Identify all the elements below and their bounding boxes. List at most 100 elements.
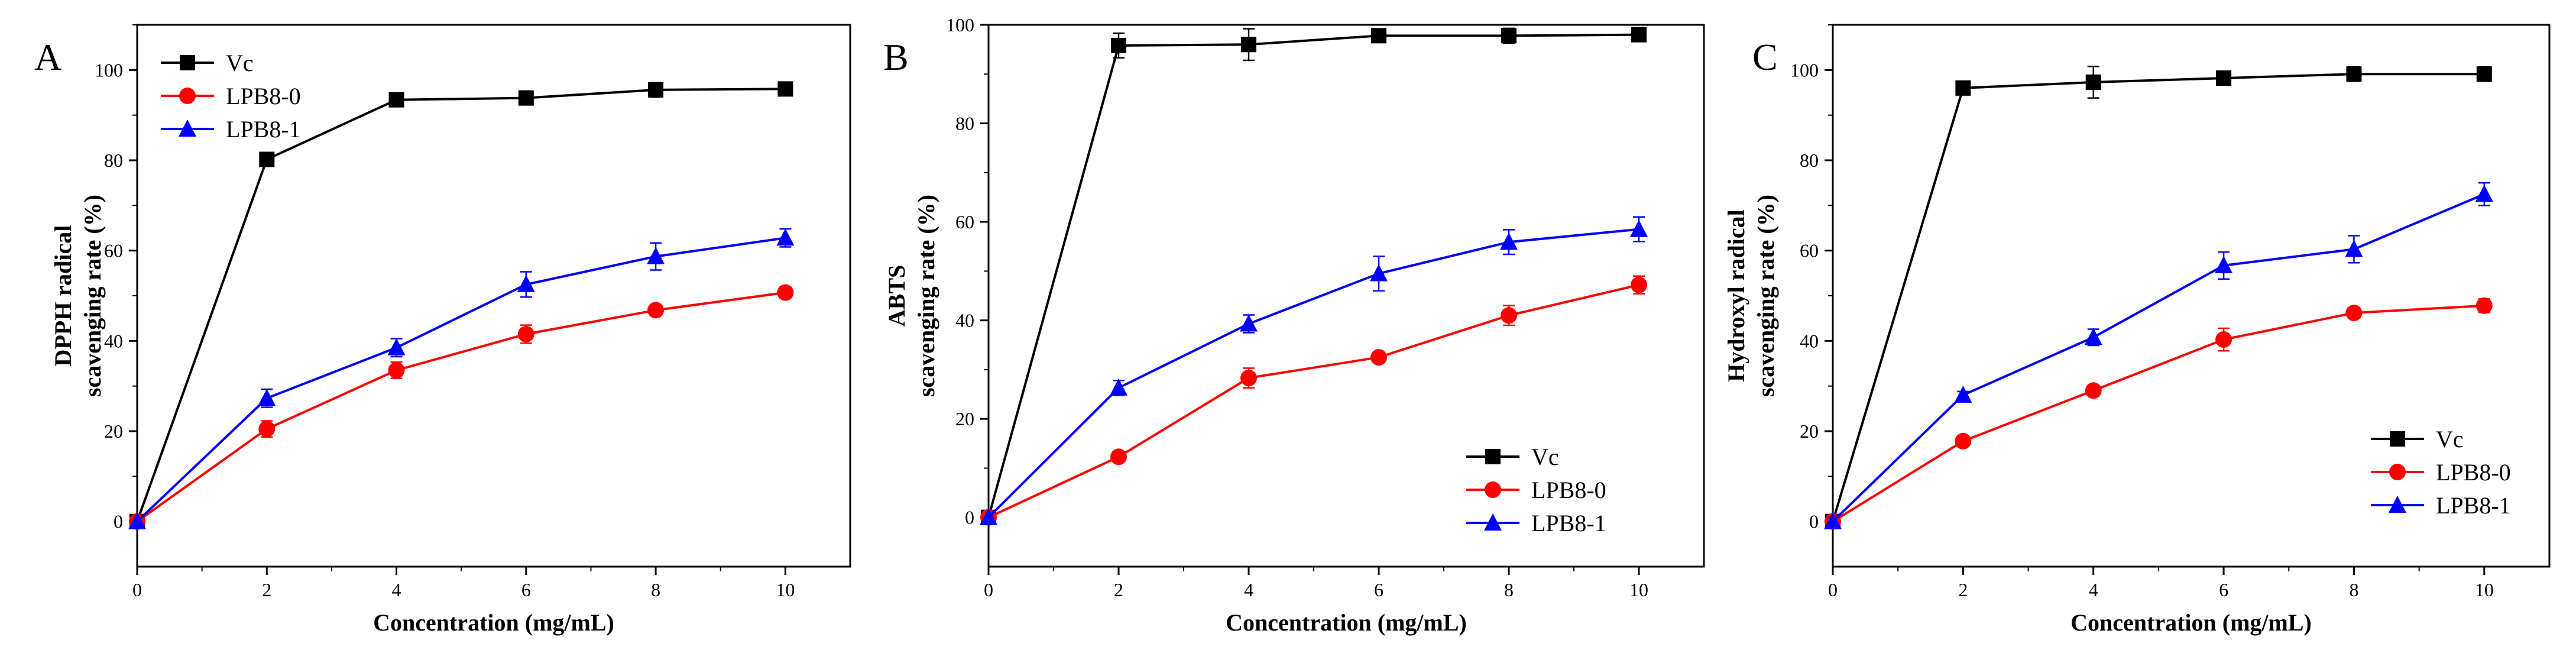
data-point xyxy=(1240,314,1258,332)
y-tick-label: 60 xyxy=(104,240,123,261)
y-tick-label: 100 xyxy=(946,14,974,35)
series-lpb8-0 xyxy=(1825,297,2493,530)
y-tick-label: 0 xyxy=(1809,511,1819,532)
series-vc xyxy=(1825,65,2492,529)
data-point xyxy=(1371,28,1386,44)
legend-marker xyxy=(179,119,196,137)
data-point xyxy=(1370,264,1388,282)
legend-label: LPB8-0 xyxy=(2436,459,2511,486)
y-tick-label: 100 xyxy=(1790,59,1819,80)
series-line xyxy=(136,291,786,523)
x-tick-label: 4 xyxy=(2089,579,2098,600)
x-tick-label: 6 xyxy=(2219,579,2228,600)
data-point xyxy=(2345,240,2363,257)
plot-frame xyxy=(987,24,1705,568)
data-point xyxy=(2475,185,2493,202)
x-tick-label: 8 xyxy=(2349,579,2358,600)
data-point xyxy=(1501,28,1517,44)
series-line xyxy=(987,228,1639,519)
y-tick-label: 20 xyxy=(104,421,123,442)
legend-label: LPB8-1 xyxy=(226,116,301,143)
x-tick-label: 10 xyxy=(2475,579,2494,600)
data-point xyxy=(2215,331,2232,348)
legend-marker xyxy=(2389,496,2406,513)
data-point xyxy=(2476,66,2492,82)
legend-label: LPB8-0 xyxy=(1531,477,1606,503)
x-tick-label: 10 xyxy=(776,579,795,600)
data-point xyxy=(1370,349,1387,366)
x-tick-label: 8 xyxy=(651,579,660,600)
y-tick-label: 0 xyxy=(114,511,123,532)
data-point xyxy=(1241,37,1256,53)
data-point xyxy=(2345,305,2363,322)
panel-label: A xyxy=(34,36,61,78)
x-tick-label: 0 xyxy=(132,579,142,600)
data-point xyxy=(2084,328,2102,345)
data-point xyxy=(387,338,406,355)
data-point xyxy=(1110,378,1127,396)
panel-label: C xyxy=(1752,36,1778,78)
y-tick-label: 100 xyxy=(95,59,123,80)
data-point xyxy=(1631,27,1647,43)
x-tick-label: 2 xyxy=(262,579,271,600)
legend-label: LPB8-1 xyxy=(1531,510,1606,536)
x-tick-label: 10 xyxy=(1629,579,1648,600)
data-point xyxy=(1954,385,1972,403)
legend-label: LPB8-0 xyxy=(226,83,301,109)
data-point xyxy=(258,389,276,406)
series-line xyxy=(1832,73,2484,522)
x-axis-title: Concentration (mg/mL) xyxy=(2070,609,2312,636)
x-tick-label: 2 xyxy=(1958,579,1968,600)
data-point xyxy=(647,247,665,264)
data-point xyxy=(1501,307,1517,324)
data-point xyxy=(648,82,664,98)
panel-label: B xyxy=(883,36,909,78)
data-point xyxy=(2475,297,2493,314)
data-point xyxy=(2085,74,2101,90)
legend: Vc LPB8-0 LPB8-1 xyxy=(161,50,301,143)
x-tick-label: 8 xyxy=(1504,579,1514,600)
data-point xyxy=(1630,219,1648,237)
data-point xyxy=(517,274,535,292)
legend-marker xyxy=(2390,431,2405,447)
y-tick-label: 40 xyxy=(1800,330,1819,351)
data-point xyxy=(1631,276,1647,293)
y-axis-title-line: scavenging rate (%) xyxy=(1752,195,1779,397)
data-point xyxy=(1824,512,1842,529)
y-tick-label: 80 xyxy=(955,113,974,134)
data-point xyxy=(388,92,404,108)
series-lpb8-0 xyxy=(129,284,794,530)
legend-label: Vc xyxy=(1531,444,1559,470)
legend: Vc LPB8-0 LPB8-1 xyxy=(1466,444,1606,536)
x-tick-label: 6 xyxy=(1374,579,1383,600)
y-tick-label: 20 xyxy=(955,408,974,429)
data-point xyxy=(258,421,276,438)
data-point xyxy=(1110,448,1127,465)
data-point xyxy=(2085,382,2102,399)
series-line xyxy=(988,283,1639,519)
data-point xyxy=(1955,80,1971,96)
series-lpb8-1 xyxy=(128,228,795,529)
y-tick-label: 40 xyxy=(104,330,123,351)
data-point xyxy=(777,284,794,301)
series-line xyxy=(1832,304,2484,523)
y-tick-label: 80 xyxy=(1800,150,1819,171)
y-tick-label: 20 xyxy=(1800,421,1819,442)
legend-marker xyxy=(1485,481,1501,498)
x-tick-label: 0 xyxy=(1828,579,1838,600)
y-tick-label: 60 xyxy=(1800,240,1819,261)
data-point xyxy=(518,90,534,106)
y-tick-label: 40 xyxy=(955,310,974,331)
data-point xyxy=(1240,370,1257,387)
series-lpb8-0 xyxy=(980,275,1647,526)
data-point xyxy=(2216,70,2232,86)
x-tick-label: 4 xyxy=(1244,579,1253,600)
y-axis-title-line: ABTS xyxy=(883,265,910,327)
data-point xyxy=(980,507,997,525)
series-line xyxy=(1832,193,2485,523)
data-point xyxy=(388,361,405,379)
legend-marker xyxy=(179,88,196,104)
